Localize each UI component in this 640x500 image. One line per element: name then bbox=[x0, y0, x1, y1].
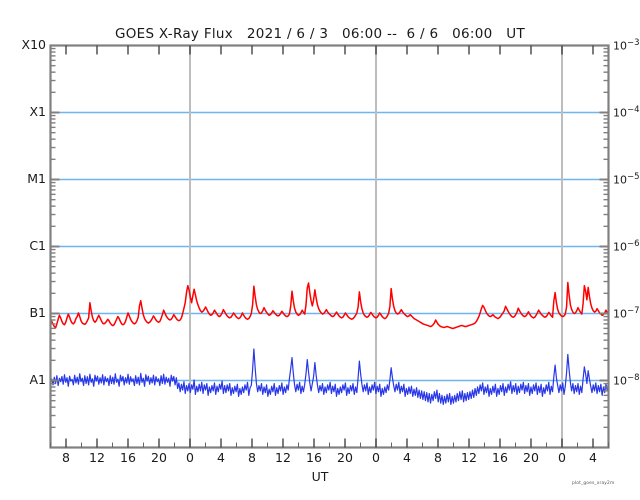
y-axis-right-label-10-3: 10−3 bbox=[613, 37, 640, 53]
x-axis-tick-label: 12 bbox=[89, 450, 105, 465]
plot-source-watermark: plot_goes_xray2m bbox=[572, 481, 615, 486]
x-axis-tick-label: 8 bbox=[248, 450, 256, 465]
x-axis-tick-label: 16 bbox=[306, 450, 322, 465]
x-axis-tick-label: 4 bbox=[403, 450, 411, 465]
x-axis-tick-label: 8 bbox=[434, 450, 442, 465]
y-axis-left-label-X10: X10 bbox=[21, 36, 46, 52]
y-axis-right-label-10-7: 10−7 bbox=[613, 305, 640, 321]
x-axis-tick-label: 20 bbox=[151, 450, 167, 465]
x-axis-tick-label: 0 bbox=[372, 450, 380, 465]
x-axis-tick-label: 8 bbox=[62, 450, 70, 465]
x-axis-tick-label: 4 bbox=[217, 450, 225, 465]
y-axis-right-label-10-8: 10−8 bbox=[613, 372, 640, 388]
x-axis-tick-label: 12 bbox=[275, 450, 291, 465]
y-axis-left-label-B1: B1 bbox=[29, 304, 46, 320]
x-axis-tick-label: 4 bbox=[589, 450, 597, 465]
chart-title: GOES X-Ray Flux 2021 / 6 / 3 06:00 -- 6 … bbox=[114, 26, 526, 42]
y-axis-left-label-X1: X1 bbox=[29, 103, 46, 119]
x-axis-tick-label: 16 bbox=[492, 450, 508, 465]
y-axis-left-label-M1: M1 bbox=[27, 170, 46, 186]
x-axis-tick-label: 0 bbox=[558, 450, 566, 465]
series-line-long-channel bbox=[49, 281, 610, 330]
x-axis-tick-label: 20 bbox=[523, 450, 539, 465]
x-axis-tick-label: 20 bbox=[337, 450, 353, 465]
x-axis-tick-label: 12 bbox=[461, 450, 477, 465]
y-axis-right-label-10-5: 10−5 bbox=[613, 171, 640, 187]
y-axis-right-label-10-6: 10−6 bbox=[613, 238, 640, 254]
series-line-short-channel bbox=[49, 348, 610, 405]
x-axis-title: UT bbox=[311, 469, 329, 484]
y-axis-left-label-C1: C1 bbox=[29, 237, 46, 253]
x-axis-tick-label: 0 bbox=[186, 450, 194, 465]
y-axis-left-label-A1: A1 bbox=[29, 371, 46, 387]
y-axis-right-label-10-4: 10−4 bbox=[613, 104, 640, 120]
x-axis-tick-label: 16 bbox=[120, 450, 136, 465]
